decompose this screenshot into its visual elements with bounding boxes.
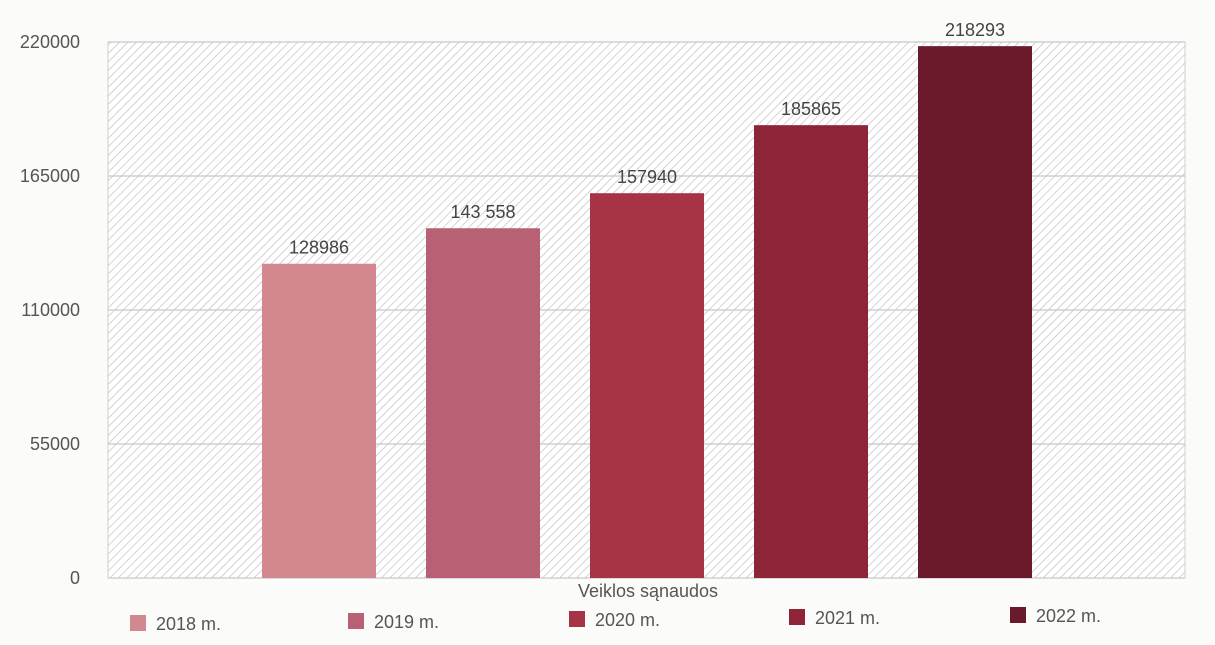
bars [262,46,1032,578]
y-axis-ticks: 0 55000 110000 165000 220000 [20,32,80,588]
legend: 2018 m. 2019 m. 2020 m. 2021 m. 2022 m. [130,606,1101,634]
legend-swatch [130,615,146,631]
legend-label: 2018 m. [156,614,221,634]
y-tick-label: 0 [70,568,80,588]
legend-swatch [789,609,805,625]
y-tick-label: 220000 [20,32,80,52]
y-tick-label: 165000 [20,166,80,186]
legend-label: 2019 m. [374,612,439,632]
legend-swatch [348,613,364,629]
bar-2022 [918,46,1032,578]
y-tick-label: 110000 [21,300,80,320]
data-label: 218293 [945,20,1005,40]
data-label: 128986 [289,238,349,258]
legend-label: 2022 m. [1036,606,1101,626]
bar-2018 [262,263,376,578]
x-axis-categories: Veiklos sąnaudos [578,581,718,601]
bar-2019 [426,228,540,578]
legend-label: 2020 m. [595,610,660,630]
x-category-label: Veiklos sąnaudos [578,581,718,601]
bar-2021 [754,125,868,578]
data-label: 157940 [617,167,677,187]
data-label: 143 558 [450,202,515,222]
data-label: 185865 [781,99,841,119]
legend-swatch [569,611,585,627]
bar-2020 [590,193,704,578]
legend-swatch [1010,607,1026,623]
legend-label: 2021 m. [815,608,880,628]
y-tick-label: 55000 [30,434,80,454]
data-labels: 128986 143 558 157940 185865 218293 [289,20,1005,258]
